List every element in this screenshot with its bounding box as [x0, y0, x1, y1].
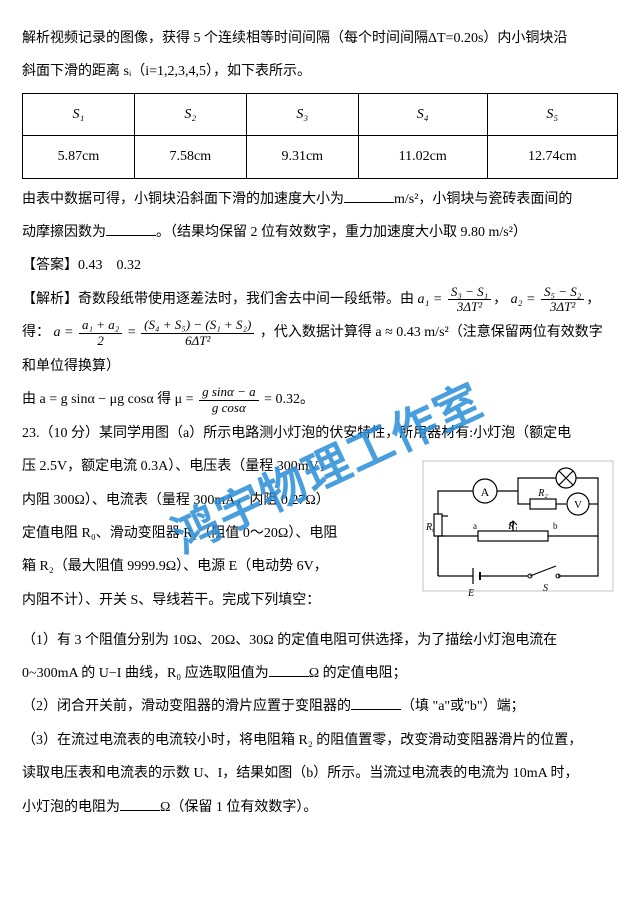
eq: =	[128, 325, 136, 340]
answer-label: 【答案】	[22, 258, 78, 273]
ammeter-label: A	[481, 485, 490, 499]
svg-text:V: V	[574, 499, 582, 511]
num: S₃ − S₁	[448, 285, 491, 300]
text: = 0.32。	[264, 392, 314, 407]
fraction: a₁ + a₂2	[79, 318, 122, 348]
circuit-diagram: A R₂ V R₀ a b R₁	[418, 456, 618, 617]
den: 2	[79, 334, 122, 348]
blank	[106, 222, 156, 236]
q23-p2: （2）闭合开关前，滑动变阻器的滑片应置于变阻器的 （填 "a"或"b"）端；	[22, 692, 618, 721]
analysis-label: 【解析】	[22, 292, 78, 307]
q23-p1a: （1）有 3 个阻值分别为 10Ω、20Ω、30Ω 的定值电阻可供选择，为了描绘…	[22, 626, 618, 655]
den: 3ΔT²	[541, 300, 584, 314]
text: ，	[493, 292, 507, 307]
fraction: S₅ − S₂3ΔT²	[541, 285, 584, 315]
blank	[344, 189, 394, 203]
intro-line2: 斜面下滑的距离 sᵢ（i=1,2,3,4,5），如下表所示。	[22, 57, 618, 86]
text: 得：	[22, 325, 50, 340]
text: 由表中数据可得，小铜块沿斜面下滑的加速度大小为	[22, 192, 344, 207]
eq: a =	[54, 325, 74, 340]
text: （填 "a"或"b"）端；	[401, 699, 525, 714]
text: 奇数段纸带使用逐差法时，我们舍去中间一段纸带。由	[78, 292, 418, 307]
q23-p3b: 读取电压表和电流表的示数 U、I，结果如图（b）所示。当流过电流表的电流为 10…	[22, 759, 618, 788]
blank	[269, 663, 309, 677]
table-header: S₄	[358, 93, 487, 135]
answer-text: 0.43 0.32	[78, 258, 141, 273]
blank	[120, 797, 160, 811]
table-cell: 9.31cm	[246, 136, 358, 178]
table-cell: 11.02cm	[358, 136, 487, 178]
q23-p1b: 0~300mA 的 U−I 曲线，R₀ 应选取阻值为 Ω 的定值电阻；	[22, 659, 618, 688]
den: 6ΔT²	[141, 334, 254, 348]
table-row: S₁ S₂ S₃ S₄ S₅	[23, 93, 618, 135]
intro-line2-text: 斜面下滑的距离 sᵢ（i=1,2,3,4,5），如下表所示。	[22, 64, 311, 79]
analysis-p3: 由 a = g sinα − μg cosα 得 μ = g sinα − ag…	[22, 385, 618, 415]
table-header: S₃	[246, 93, 358, 135]
text: 0~300mA 的 U−I 曲线，R₀ 应选取阻值为	[22, 666, 269, 681]
table-header: S₅	[487, 93, 617, 135]
num: (S₄ + S₅) − (S₁ + S₂)	[141, 318, 254, 333]
svg-text:a: a	[473, 521, 477, 531]
fraction: g sinα − ag cosα	[199, 385, 259, 415]
eq: a₁ =	[418, 292, 443, 307]
table-header: S₁	[23, 93, 135, 135]
eq: a₂ =	[511, 292, 536, 307]
den: g cosα	[199, 401, 259, 415]
table-cell: 5.87cm	[23, 136, 135, 178]
num: S₅ − S₂	[541, 285, 584, 300]
num: a₁ + a₂	[79, 318, 122, 333]
table-cell: 12.74cm	[487, 136, 617, 178]
fraction: (S₄ + S₅) − (S₁ + S₂)6ΔT²	[141, 318, 254, 348]
after-table-line1: 由表中数据可得，小铜块沿斜面下滑的加速度大小为 m/s²，小铜块与瓷砖表面间的	[22, 185, 618, 214]
analysis-p2c: 和单位得换算）	[22, 352, 618, 381]
after-table-line2: 动摩擦因数为 。（结果均保留 2 位有效数字，重力加速度大小取 9.80 m/s²…	[22, 218, 618, 247]
num: g sinα − a	[199, 385, 259, 400]
svg-text:R₂: R₂	[537, 488, 548, 499]
q23-head: 23.（10 分）某同学用图（a）所示电路测小灯泡的伏安特性，所用器材有:小灯泡…	[22, 419, 618, 448]
fraction: S₃ − S₁3ΔT²	[448, 285, 491, 315]
q23-p3c: 小灯泡的电阻为 Ω（保留 1 位有效数字）。	[22, 793, 618, 822]
text: 。（结果均保留 2 位有效数字，重力加速度大小取 9.80 m/s²）	[156, 225, 527, 240]
text: 由 a = g sinα − μg cosα 得 μ =	[22, 392, 194, 407]
text: 动摩擦因数为	[22, 225, 106, 240]
intro-line1: 解析视频记录的图像，获得 5 个连续相等时间间隔（每个时间间隔ΔT=0.20s）…	[22, 24, 618, 53]
answer: 【答案】0.43 0.32	[22, 251, 618, 280]
text: m/s²，小铜块与瓷砖表面间的	[394, 192, 572, 207]
table-header: S₂	[134, 93, 246, 135]
svg-text:b: b	[553, 521, 558, 531]
svg-text:S: S	[543, 583, 548, 594]
text: 小灯泡的电阻为	[22, 800, 120, 815]
data-table: S₁ S₂ S₃ S₄ S₅ 5.87cm 7.58cm 9.31cm 11.0…	[22, 93, 618, 179]
analysis-p2: 得： a = a₁ + a₂2 = (S₄ + S₅) − (S₁ + S₂)6…	[22, 318, 618, 348]
text: Ω 的定值电阻；	[309, 666, 407, 681]
svg-text:E: E	[467, 588, 474, 599]
analysis-p1: 【解析】奇数段纸带使用逐差法时，我们舍去中间一段纸带。由 a₁ = S₃ − S…	[22, 285, 618, 315]
table-cell: 7.58cm	[134, 136, 246, 178]
text: ，	[586, 292, 600, 307]
text: ，代入数据计算得 a ≈ 0.43 m/s²（注意保留两位有效数字	[260, 325, 603, 340]
q23-p3a: （3）在流过电流表的电流较小时，将电阻箱 R₂ 的阻值置零，改变滑动变阻器滑片的…	[22, 726, 618, 755]
text: Ω（保留 1 位有效数字）。	[160, 800, 317, 815]
text: （2）闭合开关前，滑动变阻器的滑片应置于变阻器的	[22, 699, 351, 714]
blank	[351, 696, 401, 710]
den: 3ΔT²	[448, 300, 491, 314]
table-row: 5.87cm 7.58cm 9.31cm 11.02cm 12.74cm	[23, 136, 618, 178]
